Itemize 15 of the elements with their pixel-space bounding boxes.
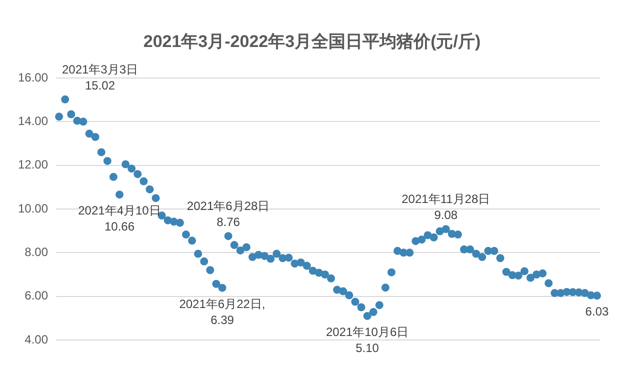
y-tick-label: 6.00 xyxy=(24,288,48,303)
data-label: 2021年4月10日 10.66 xyxy=(78,204,161,234)
y-tick-label: 8.00 xyxy=(24,244,48,259)
data-label: 2021年11月28日 9.08 xyxy=(402,192,490,222)
data-label: 2021年10月6日 5.10 xyxy=(326,324,409,355)
data-label: 6.03 xyxy=(585,304,609,319)
y-tick-label: 14.00 xyxy=(18,114,48,128)
chart-title: 2021年3月-2022年3月全国日平均猪价(元/斤) xyxy=(142,31,482,53)
y-tick-label: 4.00 xyxy=(24,332,48,346)
data-label: 2021年6月28日 8.76 xyxy=(186,199,270,230)
y-tick-label: 16.00 xyxy=(18,70,48,84)
y-tick-label: 10.00 xyxy=(18,201,48,216)
y-tick-label: 12.00 xyxy=(18,158,48,172)
data-label: 2021年3月3日 15.02 xyxy=(62,62,138,92)
data-label: 2021年6月22日, 6.39 xyxy=(179,296,266,327)
